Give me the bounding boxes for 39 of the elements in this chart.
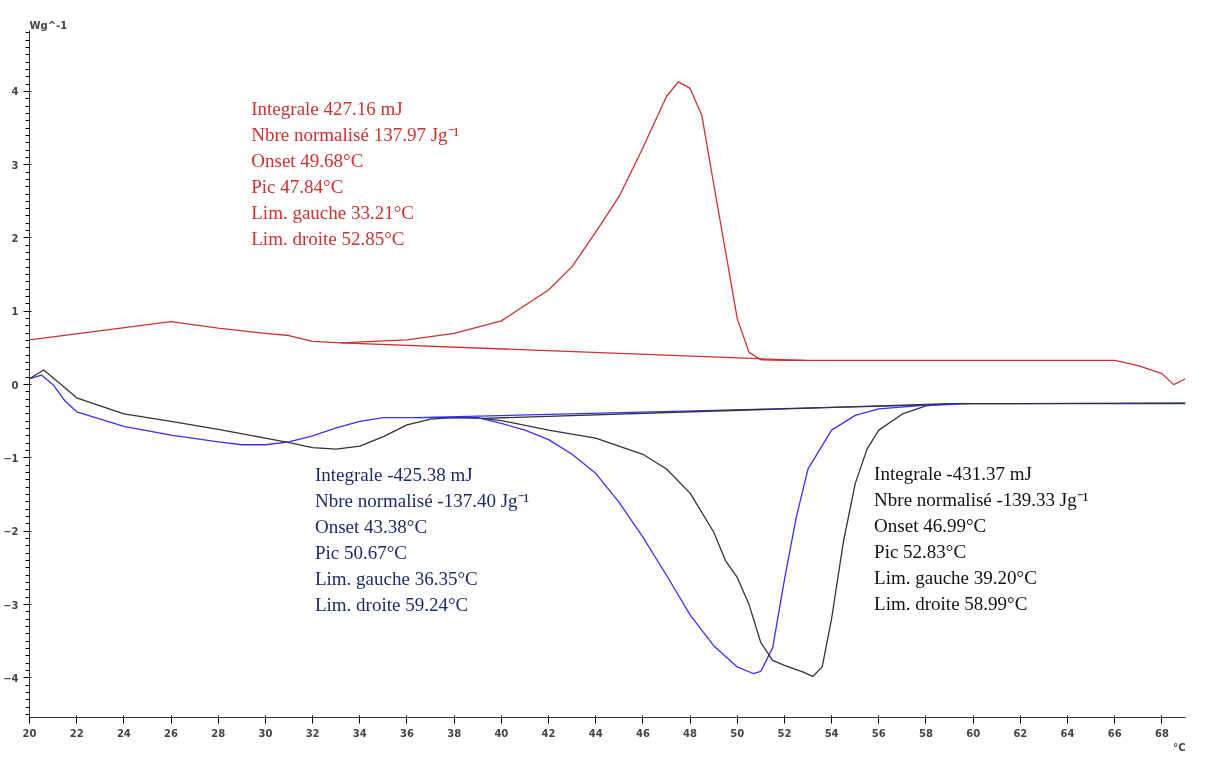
x-tick-label: 60: [966, 727, 981, 739]
x-tick-label: 20: [22, 727, 37, 739]
x-tick-label: 42: [541, 727, 556, 739]
annotation: Integrale 427.16 mJ Nbre normalisé 137.97 Jg⁻¹ Onset 49.68°C Pic 47.84°C Lim. gauche 33.21°C Lim. droite 52.85°C: [251, 98, 460, 250]
x-tick-label: 38: [447, 727, 462, 739]
x-tick-label: 58: [919, 727, 933, 739]
annotation: Integrale -425.38 mJ Nbre normalisé -137.40 Jg⁻¹ Onset 43.38°C Pic 50.67°C Lim. gauche 36.35°C Lim. droite 59.24°C: [314, 464, 530, 616]
annotation: Integrale -431.37 mJ Nbre normalisé -139.33 Jg⁻¹ Onset 46.99°C Pic 52.83°C Lim. gauche 39.20°C Lim. droite 58.99°C: [874, 462, 1089, 614]
x-tick-label: 46: [635, 727, 650, 739]
x-tick-label: 30: [258, 727, 273, 739]
x-tick-label: 22: [69, 727, 84, 739]
x-tick-label: 28: [211, 727, 226, 739]
x-tick-label: 56: [871, 727, 886, 739]
x-tick-label: 62: [1013, 727, 1028, 739]
y-tick-label: −4: [3, 672, 19, 684]
x-tick-label: 50: [730, 727, 745, 739]
y-tick-label: 2: [11, 232, 19, 244]
y-tick-label: 4: [11, 86, 19, 98]
x-tick-label: 66: [1107, 727, 1122, 739]
y-tick-label: 0: [11, 379, 19, 391]
x-tick-label: 52: [777, 727, 792, 739]
x-tick-label: 32: [305, 727, 320, 739]
y-tick-label: −2: [3, 526, 19, 538]
x-tick-label: 26: [164, 727, 179, 739]
x-tick-label: 40: [494, 727, 509, 739]
x-tick-label: 34: [352, 727, 367, 739]
x-tick-label: 36: [400, 727, 414, 739]
x-tick-label: 48: [683, 727, 698, 739]
x-tick-label: 54: [824, 727, 839, 739]
y-tick-label: −3: [3, 599, 19, 611]
x-tick-label: 44: [588, 727, 603, 739]
x-axis-title: °C: [1173, 741, 1186, 753]
y-axis-title: Wg^-1: [29, 19, 68, 31]
y-tick-label: −1: [3, 452, 19, 464]
x-tick-label: 68: [1154, 727, 1169, 739]
x-tick-label: 24: [116, 727, 131, 739]
y-tick-label: 1: [11, 306, 19, 318]
x-tick-label: 64: [1060, 727, 1075, 739]
y-tick-label: 3: [11, 159, 19, 171]
